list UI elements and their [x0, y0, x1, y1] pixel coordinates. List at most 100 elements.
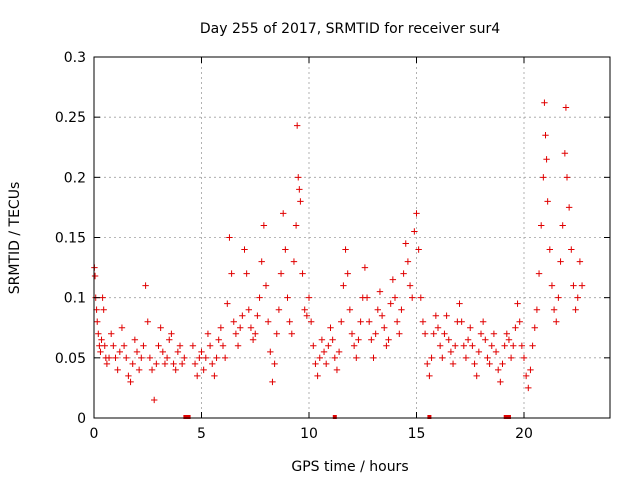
data-point: [387, 300, 394, 307]
data-point: [475, 348, 483, 356]
data-point: [217, 324, 225, 331]
data-point: [492, 348, 500, 356]
data-point: [144, 318, 151, 325]
data-point: [495, 366, 502, 374]
data-point: [458, 318, 465, 325]
data-point: [342, 246, 349, 253]
data-point: [127, 378, 134, 386]
data-point: [445, 336, 452, 343]
data-point: [482, 336, 489, 343]
data-point: [95, 330, 102, 337]
data-point: [232, 330, 240, 337]
data-point: [357, 318, 364, 325]
data-point: [393, 318, 401, 325]
data-point: [338, 318, 345, 325]
data-point: [133, 348, 141, 356]
data-point: [543, 156, 550, 163]
data-point: [396, 330, 403, 337]
data-point: [400, 270, 407, 277]
x-tick-label: 5: [197, 426, 206, 442]
data-point: [299, 270, 306, 277]
data-point: [157, 324, 164, 331]
data-point: [224, 300, 231, 307]
data-point: [228, 270, 235, 277]
data-point: [323, 360, 330, 368]
y-tick-label: 0.25: [55, 110, 86, 126]
data-point: [320, 348, 328, 356]
data-point: [96, 342, 103, 349]
data-point: [490, 330, 498, 337]
data-point: [563, 174, 571, 181]
data-point: [346, 306, 354, 313]
data-point: [161, 360, 169, 368]
data-point: [531, 324, 538, 331]
data-point: [135, 366, 143, 374]
data-point: [168, 330, 175, 337]
data-point: [110, 342, 117, 349]
data-point: [100, 306, 107, 313]
x-tick-label: 20: [515, 426, 533, 442]
data-point: [202, 354, 209, 362]
data-point: [424, 360, 431, 368]
data-point: [462, 354, 470, 362]
y-tick-label: 0: [77, 411, 86, 427]
data-point: [452, 342, 459, 349]
data-point: [260, 222, 268, 229]
data-point: [178, 360, 186, 368]
data-point: [234, 342, 242, 349]
data-point: [273, 330, 280, 337]
data-point: [112, 354, 119, 362]
data-point: [441, 330, 448, 337]
data-point: [503, 330, 510, 337]
data-point: [295, 174, 302, 181]
y-axis-label: SRMTID / TECUs: [7, 182, 23, 295]
data-point: [370, 354, 377, 362]
data-point: [557, 258, 564, 265]
data-point: [174, 348, 182, 356]
data-point: [282, 246, 289, 253]
data-point: [189, 342, 197, 349]
data-point: [404, 258, 412, 265]
x-axis-marker: [332, 415, 337, 419]
data-point: [499, 360, 506, 368]
data-point: [138, 354, 145, 362]
x-tick-label: 15: [408, 426, 426, 442]
data-point: [548, 282, 556, 289]
data-point: [146, 354, 154, 362]
data-point: [101, 342, 108, 349]
data-point: [181, 354, 188, 362]
data-point: [105, 354, 113, 362]
data-point: [540, 174, 547, 181]
data-point: [176, 342, 184, 349]
data-point: [381, 324, 388, 331]
data-point: [172, 366, 179, 374]
data-point: [305, 294, 313, 301]
data-point: [447, 348, 455, 356]
data-point: [562, 104, 570, 111]
data-point: [434, 324, 442, 331]
data-point: [514, 300, 521, 307]
data-point: [335, 348, 343, 356]
data-point: [467, 324, 474, 331]
data-point: [402, 240, 409, 247]
data-point: [206, 342, 214, 349]
data-point: [243, 270, 250, 277]
data-point: [529, 342, 536, 349]
data-point: [155, 342, 162, 349]
data-point: [363, 294, 371, 301]
data-point: [518, 342, 526, 349]
data-point: [209, 360, 216, 368]
data-point: [292, 222, 300, 229]
data-point: [91, 272, 99, 280]
y-tick-label: 0.2: [64, 170, 86, 186]
data-point: [191, 360, 199, 368]
data-point: [421, 330, 429, 337]
data-point: [252, 330, 259, 337]
data-point: [417, 294, 424, 301]
data-point: [129, 360, 136, 368]
data-point: [576, 258, 584, 265]
x-axis-marker: [186, 415, 191, 419]
data-point: [99, 294, 106, 301]
data-point: [284, 294, 291, 301]
data-point: [318, 336, 326, 343]
